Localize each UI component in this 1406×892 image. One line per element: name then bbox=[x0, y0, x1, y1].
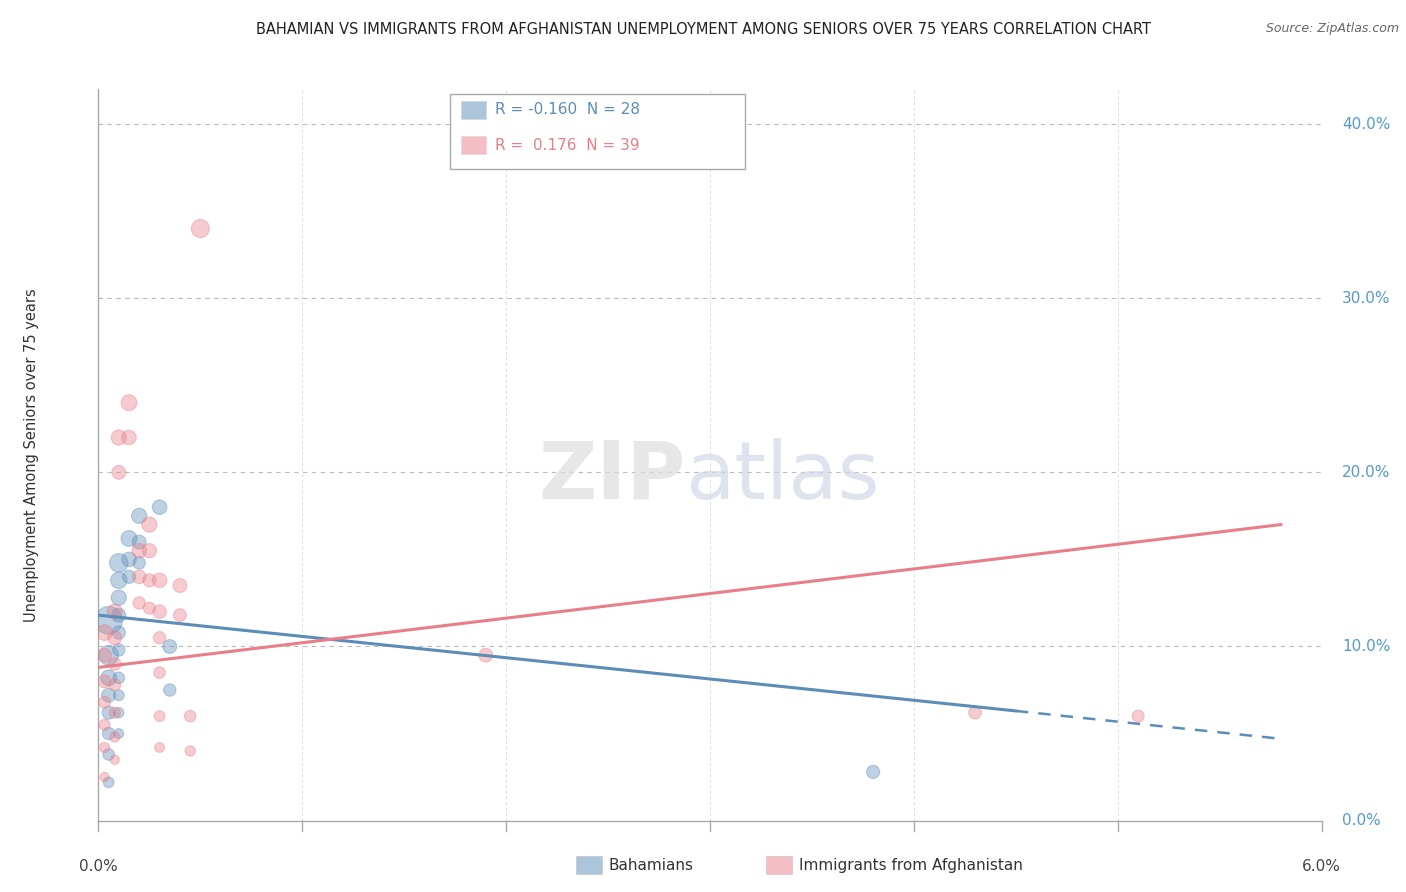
Point bbox=[149, 665, 172, 680]
Point bbox=[118, 395, 141, 409]
Text: Source: ZipAtlas.com: Source: ZipAtlas.com bbox=[1265, 22, 1399, 36]
Point bbox=[108, 466, 131, 480]
Text: R = -0.160  N = 28: R = -0.160 N = 28 bbox=[495, 103, 640, 117]
Point bbox=[118, 552, 141, 566]
Point bbox=[128, 508, 150, 523]
Point bbox=[188, 221, 212, 235]
Point bbox=[93, 625, 115, 640]
Point bbox=[104, 753, 127, 767]
Point bbox=[118, 570, 141, 584]
Point bbox=[108, 688, 131, 702]
Point bbox=[169, 578, 191, 592]
Point bbox=[862, 764, 884, 779]
Point bbox=[149, 574, 172, 588]
Point bbox=[93, 718, 115, 732]
Point bbox=[149, 605, 172, 619]
Text: BAHAMIAN VS IMMIGRANTS FROM AFGHANISTAN UNEMPLOYMENT AMONG SENIORS OVER 75 YEARS: BAHAMIAN VS IMMIGRANTS FROM AFGHANISTAN … bbox=[256, 22, 1150, 37]
Text: Bahamians: Bahamians bbox=[609, 858, 693, 872]
Point bbox=[138, 543, 160, 558]
Point bbox=[97, 613, 120, 627]
Point bbox=[108, 643, 131, 657]
Text: Unemployment Among Seniors over 75 years: Unemployment Among Seniors over 75 years bbox=[24, 288, 38, 622]
Point bbox=[97, 726, 120, 740]
Point bbox=[97, 671, 120, 685]
Point bbox=[118, 532, 141, 546]
Text: ZIP: ZIP bbox=[538, 438, 686, 516]
Text: R =  0.176  N = 39: R = 0.176 N = 39 bbox=[495, 138, 640, 153]
Point bbox=[104, 730, 127, 744]
Point bbox=[1128, 709, 1150, 723]
Point bbox=[128, 556, 150, 570]
Point bbox=[108, 706, 131, 720]
Point bbox=[169, 608, 191, 623]
Text: 10.0%: 10.0% bbox=[1341, 639, 1391, 654]
Point bbox=[104, 678, 127, 692]
Text: 30.0%: 30.0% bbox=[1341, 291, 1391, 306]
Point bbox=[128, 596, 150, 610]
Point bbox=[159, 640, 181, 654]
Point bbox=[149, 740, 172, 755]
Point bbox=[149, 631, 172, 645]
Text: Immigrants from Afghanistan: Immigrants from Afghanistan bbox=[799, 858, 1022, 872]
Point bbox=[963, 706, 986, 720]
Point bbox=[179, 709, 201, 723]
Point bbox=[104, 605, 127, 619]
Text: 40.0%: 40.0% bbox=[1341, 117, 1391, 131]
Point bbox=[138, 517, 160, 532]
Point bbox=[104, 631, 127, 645]
Point bbox=[159, 683, 181, 698]
Point bbox=[93, 674, 115, 689]
Text: 20.0%: 20.0% bbox=[1341, 465, 1391, 480]
Point bbox=[108, 556, 131, 570]
Point bbox=[128, 543, 150, 558]
Point bbox=[108, 625, 131, 640]
Point bbox=[138, 601, 160, 615]
Point bbox=[93, 695, 115, 709]
Point bbox=[108, 591, 131, 605]
Point bbox=[108, 671, 131, 685]
Point bbox=[108, 430, 131, 444]
Point bbox=[128, 535, 150, 549]
Point bbox=[138, 574, 160, 588]
Point bbox=[97, 706, 120, 720]
Point bbox=[104, 657, 127, 671]
Point bbox=[97, 775, 120, 789]
Text: 6.0%: 6.0% bbox=[1302, 859, 1341, 874]
Point bbox=[108, 608, 131, 623]
Point bbox=[104, 706, 127, 720]
Point bbox=[97, 747, 120, 762]
Text: 0.0%: 0.0% bbox=[79, 859, 118, 874]
Text: 0.0%: 0.0% bbox=[1341, 814, 1381, 828]
Point bbox=[149, 709, 172, 723]
Text: atlas: atlas bbox=[686, 438, 880, 516]
Point bbox=[97, 648, 120, 663]
Point bbox=[474, 648, 498, 663]
Point bbox=[93, 770, 115, 784]
Point bbox=[108, 574, 131, 588]
Point bbox=[179, 744, 201, 758]
Point bbox=[108, 726, 131, 740]
Point bbox=[128, 570, 150, 584]
Point bbox=[93, 648, 115, 663]
Point bbox=[97, 688, 120, 702]
Point bbox=[149, 500, 172, 515]
Point bbox=[118, 430, 141, 444]
Point bbox=[93, 740, 115, 755]
